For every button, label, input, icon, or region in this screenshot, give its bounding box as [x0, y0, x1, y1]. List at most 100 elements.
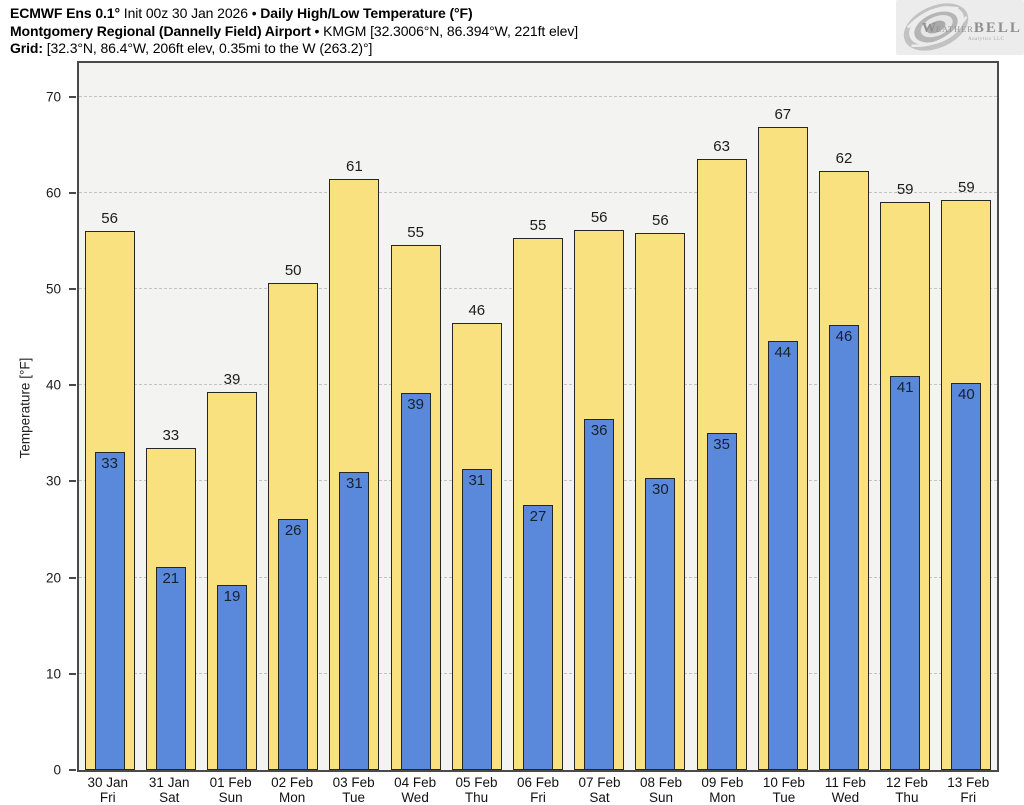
day-group-31-jan: 33 21 [140, 63, 201, 770]
x-tick-weekday: Thu [895, 790, 919, 805]
header-line-2: Montgomery Regional (Dannelly Field) Air… [10, 23, 578, 41]
x-tick-date: 06 Feb [517, 775, 560, 790]
low-value-label: 46 [835, 327, 853, 345]
y-tick-label: 20 [45, 570, 61, 586]
y-tick-mark [69, 672, 76, 675]
y-tick-mark [69, 288, 76, 291]
y-tick-mark [69, 480, 76, 483]
low-value-label: 33 [101, 454, 118, 472]
high-value-label: 55 [529, 217, 547, 235]
y-tick-mark [69, 95, 76, 98]
x-tick-label: 10 Feb Tue [753, 775, 814, 805]
low-bar [828, 324, 859, 770]
x-tick-weekday: Sat [159, 790, 180, 805]
x-tick-date: 30 Jan [87, 775, 128, 790]
low-value-label: 19 [223, 588, 241, 606]
x-tick-date: 03 Feb [332, 775, 375, 790]
y-tick-label: 30 [45, 473, 61, 489]
station-name: Montgomery Regional (Dannelly Field) Air… [10, 22, 311, 39]
x-tick-weekday: Wed [831, 790, 860, 805]
x-tick-weekday: Fri [960, 790, 977, 805]
bullet-separator: • [310, 22, 324, 39]
grid-label: Grid: [10, 40, 43, 56]
x-tick-label: 01 Feb Sun [200, 775, 261, 805]
high-value-label: 67 [774, 106, 792, 124]
x-tick-label: 02 Feb Mon [261, 775, 322, 805]
x-tick-label: 13 Feb Fri [938, 775, 999, 805]
x-tick-label: 04 Feb Wed [384, 775, 445, 805]
low-bar [951, 383, 982, 770]
low-bar [890, 375, 921, 770]
high-value-label: 56 [101, 210, 118, 228]
low-bar [767, 341, 798, 770]
x-tick-date: 04 Feb [394, 775, 437, 790]
header-line-3: Grid: [32.3°N, 86.4°W, 206ft elev, 0.35m… [10, 40, 578, 58]
init-time: Init 00z 30 Jan 2026 [120, 5, 252, 21]
y-tick-mark [69, 576, 76, 579]
y-tick-label: 0 [53, 762, 61, 778]
chart-title: Daily High/Low Temperature (°F) [260, 5, 473, 21]
y-tick-label: 60 [45, 185, 61, 201]
x-tick-date: 05 Feb [455, 775, 498, 790]
y-tick-label: 70 [45, 89, 61, 105]
day-group-12-feb: 59 41 [875, 63, 936, 770]
x-tick-date: 11 Feb [824, 775, 866, 790]
gridline-70 [79, 95, 997, 97]
logo-subtitle: Analytics LLC [968, 37, 1005, 42]
y-tick-mark [69, 769, 76, 771]
x-tick-weekday: Tue [772, 790, 796, 805]
low-bar [706, 433, 737, 770]
low-bar [645, 477, 676, 770]
x-tick-label: 06 Feb Fri [507, 775, 568, 805]
day-group-07-feb: 56 36 [569, 63, 630, 770]
x-tick-weekday: Sun [648, 790, 673, 805]
high-value-label: 59 [896, 181, 914, 199]
temperature-bar-chart: 56 33 33 21 39 19 50 26 61 31 55 39 46 31 55 27 56 36 56 30… [77, 61, 999, 772]
day-group-06-feb: 55 27 [507, 63, 568, 770]
high-value-label: 39 [223, 370, 241, 388]
bullet-separator: • [251, 5, 261, 21]
x-tick-date: 09 Feb [701, 775, 744, 790]
grid-value: [32.3°N, 86.4°W, 206ft elev, 0.35mi to t… [42, 40, 373, 56]
day-group-11-feb: 62 46 [813, 63, 874, 770]
hurricane-swirl-icon [903, 3, 969, 51]
x-tick-date: 07 Feb [578, 775, 621, 790]
low-value-label: 27 [529, 507, 547, 525]
low-value-label: 26 [284, 521, 302, 539]
low-value-label: 31 [346, 474, 363, 492]
high-value-label: 59 [958, 178, 975, 196]
x-tick-weekday: Sat [589, 790, 610, 805]
x-tick-weekday: Tue [342, 790, 365, 805]
low-bar [155, 567, 186, 770]
high-value-label: 46 [468, 301, 486, 319]
x-tick-label: 08 Feb Sun [630, 775, 691, 805]
y-axis: 0 10 20 30 40 50 60 70 [0, 61, 77, 778]
x-tick-date: 08 Feb [639, 775, 682, 790]
y-tick-label: 40 [45, 377, 61, 393]
logo-bell: BELL [974, 20, 1022, 36]
y-tick-mark [69, 191, 76, 194]
day-group-13-feb: 59 40 [936, 63, 997, 770]
x-tick-weekday: Fri [530, 790, 546, 805]
x-tick-label: 31 Jan Sat [138, 775, 199, 805]
x-tick-label: 05 Feb Thu [446, 775, 507, 805]
day-group-10-feb: 67 44 [752, 63, 813, 770]
day-group-01-feb: 39 19 [201, 63, 262, 770]
low-value-label: 30 [652, 480, 669, 498]
day-group-04-feb: 55 39 [385, 63, 446, 770]
x-axis: 30 Jan Fri 31 Jan Sat 01 Feb Sun 02 Feb Mon 03 F… [77, 775, 999, 805]
x-tick-weekday: Thu [464, 790, 489, 805]
svg-text:WEATHERBELL: WEATHERBELL [922, 20, 1022, 36]
low-bar [400, 392, 431, 770]
low-bar [278, 518, 309, 770]
day-group-08-feb: 56 30 [630, 63, 691, 770]
y-tick-label: 50 [45, 281, 61, 297]
y-tick-mark [69, 384, 76, 387]
high-value-label: 56 [590, 209, 608, 227]
x-tick-weekday: Sun [218, 790, 243, 805]
high-value-label: 33 [162, 426, 180, 444]
low-bar [94, 451, 125, 770]
high-value-label: 56 [652, 212, 669, 230]
high-value-label: 55 [407, 223, 424, 241]
low-value-label: 44 [774, 344, 792, 361]
